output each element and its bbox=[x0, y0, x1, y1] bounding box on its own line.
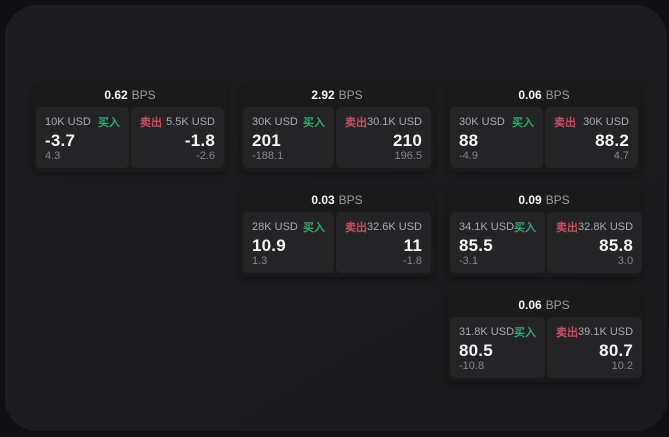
pnl-value: -10.8 bbox=[459, 360, 485, 372]
sell-tag: 卖出 bbox=[556, 222, 579, 234]
bps-unit: BPS bbox=[338, 88, 363, 102]
pnl-value: -188.1 bbox=[252, 150, 284, 162]
quote-card: 0.06 BPS 31.8K USD 买入 80.5 -10.8 卖出 39.1… bbox=[447, 293, 643, 382]
pnl-value: -4.9 bbox=[459, 150, 478, 162]
bps-value: 0.06 bbox=[518, 88, 542, 102]
notional-label: 30K USD bbox=[252, 116, 298, 128]
price-value: 80.7 bbox=[599, 341, 634, 360]
bps-unit: BPS bbox=[545, 298, 570, 312]
buy-tag: 买入 bbox=[302, 222, 325, 234]
buy-tag: 买入 bbox=[302, 117, 325, 129]
price-value: 88.2 bbox=[595, 131, 629, 150]
quote-card: 0.03 BPS 28K USD 买入 10.9 1.3 卖出 32.6K US… bbox=[240, 188, 434, 277]
notional-label: 30K USD bbox=[583, 116, 629, 128]
buy-panel[interactable]: 28K USD 买入 10.9 1.3 bbox=[243, 212, 334, 273]
sell-tag: 卖出 bbox=[556, 327, 579, 339]
buy-panel[interactable]: 34.1K USD 买入 85.5 -3.1 bbox=[450, 212, 546, 273]
price-value: 88 bbox=[459, 131, 479, 150]
quote-card: 0.62 BPS 10K USD 买入 -3.7 4.3 卖出 5.5K USD… bbox=[33, 83, 227, 172]
sell-panel[interactable]: 卖出 32.8K USD 85.8 3.0 bbox=[547, 212, 643, 273]
buy-panel[interactable]: 31.8K USD 买入 80.5 -10.8 bbox=[450, 317, 546, 378]
bps-value: 2.92 bbox=[311, 88, 335, 102]
bps-value: 0.62 bbox=[104, 88, 128, 102]
pnl-value: -1.8 bbox=[403, 255, 422, 267]
notional-label: 32.6K USD bbox=[366, 221, 422, 233]
price-value: 10.9 bbox=[252, 236, 286, 255]
sell-panel[interactable]: 卖出 30K USD 88.2 4.7 bbox=[545, 107, 638, 168]
pnl-value: 10.2 bbox=[611, 360, 634, 372]
buy-tag: 买入 bbox=[514, 222, 537, 234]
quote-card: 0.09 BPS 34.1K USD 买入 85.5 -3.1 卖出 32.8K… bbox=[447, 188, 643, 277]
price-value: 85.5 bbox=[459, 236, 493, 255]
bps-unit: BPS bbox=[131, 88, 156, 102]
price-value: 80.5 bbox=[459, 341, 493, 360]
price-value: -1.8 bbox=[184, 131, 215, 150]
sell-panel[interactable]: 卖出 32.6K USD 11 -1.8 bbox=[335, 212, 431, 273]
notional-label: 32.8K USD bbox=[578, 221, 634, 233]
pnl-value: -2.6 bbox=[196, 150, 215, 162]
quote-card: 2.92 BPS 30K USD 买入 201 -188.1 卖出 30.1K … bbox=[240, 83, 434, 172]
notional-label: 34.1K USD bbox=[459, 221, 515, 233]
quote-card: 0.06 BPS 30K USD 买入 88 -4.9 卖出 30K USD 8… bbox=[447, 83, 641, 172]
price-value: 85.8 bbox=[599, 236, 634, 255]
card-header: 0.06 BPS bbox=[447, 83, 641, 107]
card-header: 0.09 BPS bbox=[447, 188, 641, 212]
pnl-value: 4.7 bbox=[613, 150, 629, 162]
buy-tag: 买入 bbox=[514, 327, 537, 339]
notional-label: 10K USD bbox=[45, 116, 91, 128]
sell-tag: 卖出 bbox=[140, 117, 162, 129]
price-value: 210 bbox=[393, 131, 422, 150]
price-value: 201 bbox=[252, 131, 281, 150]
pnl-value: -3.1 bbox=[459, 255, 478, 267]
sell-panel[interactable]: 卖出 39.1K USD 80.7 10.2 bbox=[547, 317, 643, 378]
bps-value: 0.03 bbox=[311, 193, 335, 207]
bps-unit: BPS bbox=[545, 88, 570, 102]
buy-tag: 买入 bbox=[512, 117, 534, 129]
pnl-value: 1.3 bbox=[252, 255, 268, 267]
bps-unit: BPS bbox=[545, 193, 570, 207]
notional-label: 28K USD bbox=[252, 221, 298, 233]
buy-panel[interactable]: 30K USD 买入 88 -4.9 bbox=[450, 107, 543, 168]
notional-label: 31.8K USD bbox=[459, 326, 515, 338]
notional-label: 39.1K USD bbox=[578, 326, 634, 338]
notional-label: 30K USD bbox=[459, 116, 505, 128]
buy-tag: 买入 bbox=[98, 117, 120, 129]
sell-tag: 卖出 bbox=[554, 117, 576, 129]
pnl-value: 3.0 bbox=[617, 255, 634, 267]
card-header: 0.06 BPS bbox=[447, 293, 641, 317]
pnl-value: 196.5 bbox=[394, 150, 422, 162]
price-value: 11 bbox=[403, 236, 422, 255]
card-header: 2.92 BPS bbox=[240, 83, 434, 107]
sell-tag: 卖出 bbox=[344, 117, 367, 129]
card-header: 0.03 BPS bbox=[240, 188, 434, 212]
bps-unit: BPS bbox=[338, 193, 363, 207]
pnl-value: 4.3 bbox=[45, 150, 61, 162]
bps-value: 0.09 bbox=[518, 193, 542, 207]
buy-panel[interactable]: 30K USD 买入 201 -188.1 bbox=[243, 107, 334, 168]
sell-tag: 卖出 bbox=[344, 222, 367, 234]
bps-value: 0.06 bbox=[518, 298, 542, 312]
price-value: -3.7 bbox=[45, 131, 76, 150]
card-header: 0.62 BPS bbox=[33, 83, 227, 107]
sell-panel[interactable]: 卖出 5.5K USD -1.8 -2.6 bbox=[131, 107, 224, 168]
notional-label: 30.1K USD bbox=[366, 116, 422, 128]
sell-panel[interactable]: 卖出 30.1K USD 210 196.5 bbox=[335, 107, 431, 168]
buy-panel[interactable]: 10K USD 买入 -3.7 4.3 bbox=[36, 107, 129, 168]
notional-label: 5.5K USD bbox=[166, 116, 215, 128]
